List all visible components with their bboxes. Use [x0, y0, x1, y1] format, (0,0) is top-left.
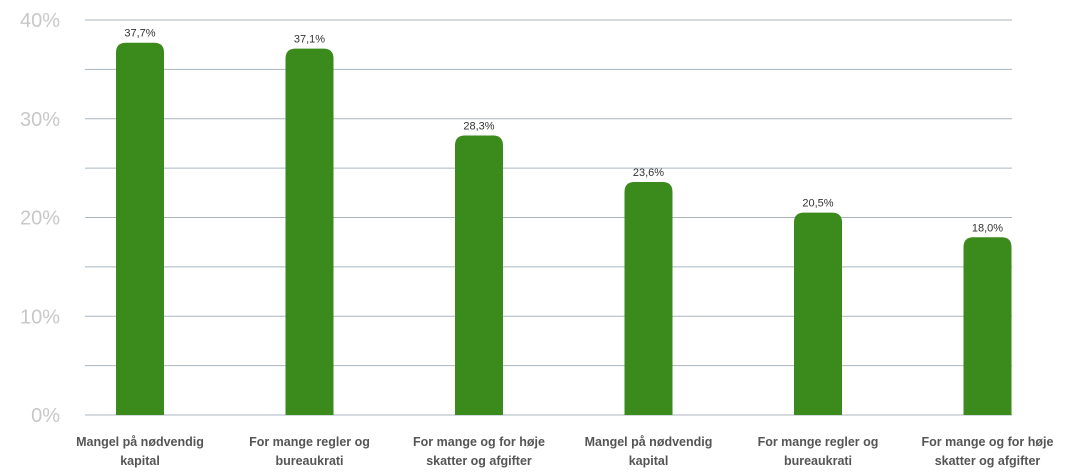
- y-tick-label: 40%: [20, 10, 60, 32]
- x-tick-label: For mange regler og bureaukrati: [249, 435, 370, 468]
- data-label: 28,3%: [463, 121, 494, 133]
- y-tick-label: 10%: [20, 306, 60, 328]
- y-tick-label: 0%: [31, 405, 60, 427]
- data-label: 37,1%: [294, 34, 325, 46]
- x-tick-label: For mange og for høje skatter og afgifter: [413, 435, 545, 468]
- x-tick-label: For mange regler og bureaukrati: [758, 435, 879, 468]
- data-label: 23,6%: [633, 167, 664, 179]
- y-tick-label: 30%: [20, 109, 60, 131]
- x-tick-label-line: bureaukrati: [275, 454, 343, 468]
- x-tick-label-line: For mange regler og: [249, 435, 370, 449]
- data-label: 18,0%: [972, 222, 1003, 234]
- bar: [116, 42, 164, 416]
- x-tick-label-line: For mange og for høje: [413, 435, 545, 449]
- x-tick-label: Mangel på nødvendig kapital: [585, 435, 713, 468]
- data-label: 20,5%: [802, 198, 833, 210]
- bar: [285, 48, 334, 415]
- x-tick-label-line: skatter og afgifter: [935, 454, 1041, 468]
- bars: [116, 42, 1012, 416]
- x-tick-label-line: For mange regler og: [758, 435, 879, 449]
- bar: [455, 135, 503, 415]
- x-tick-label: Mangel på nødvendig kapital: [76, 435, 204, 468]
- data-labels: 37,7% 37,1% 28,3% 23,6% 20,5% 18,0%: [124, 28, 1003, 235]
- bar: [624, 181, 673, 415]
- data-label: 37,7%: [124, 28, 155, 40]
- x-tick-label-line: kapital: [120, 454, 160, 468]
- x-tick-label: For mange og for høje skatter og afgifter: [922, 435, 1054, 468]
- x-tick-label-line: kapital: [629, 454, 669, 468]
- x-tick-label-line: For mange og for høje: [922, 435, 1054, 449]
- x-tick-label-line: skatter og afgifter: [426, 454, 532, 468]
- bar: [794, 212, 842, 415]
- x-tick-label-line: Mangel på nødvendig: [585, 435, 713, 449]
- x-tick-label-line: Mangel på nødvendig: [76, 435, 204, 449]
- gridlines: [85, 19, 1012, 416]
- y-axis: 0% 10% 20% 30% 40%: [20, 10, 60, 427]
- bar: [963, 237, 1012, 415]
- x-tick-label-line: bureaukrati: [784, 454, 852, 468]
- y-tick-label: 20%: [20, 208, 60, 230]
- x-axis: Mangel på nødvendig kapital For mange regl…: [76, 435, 1053, 468]
